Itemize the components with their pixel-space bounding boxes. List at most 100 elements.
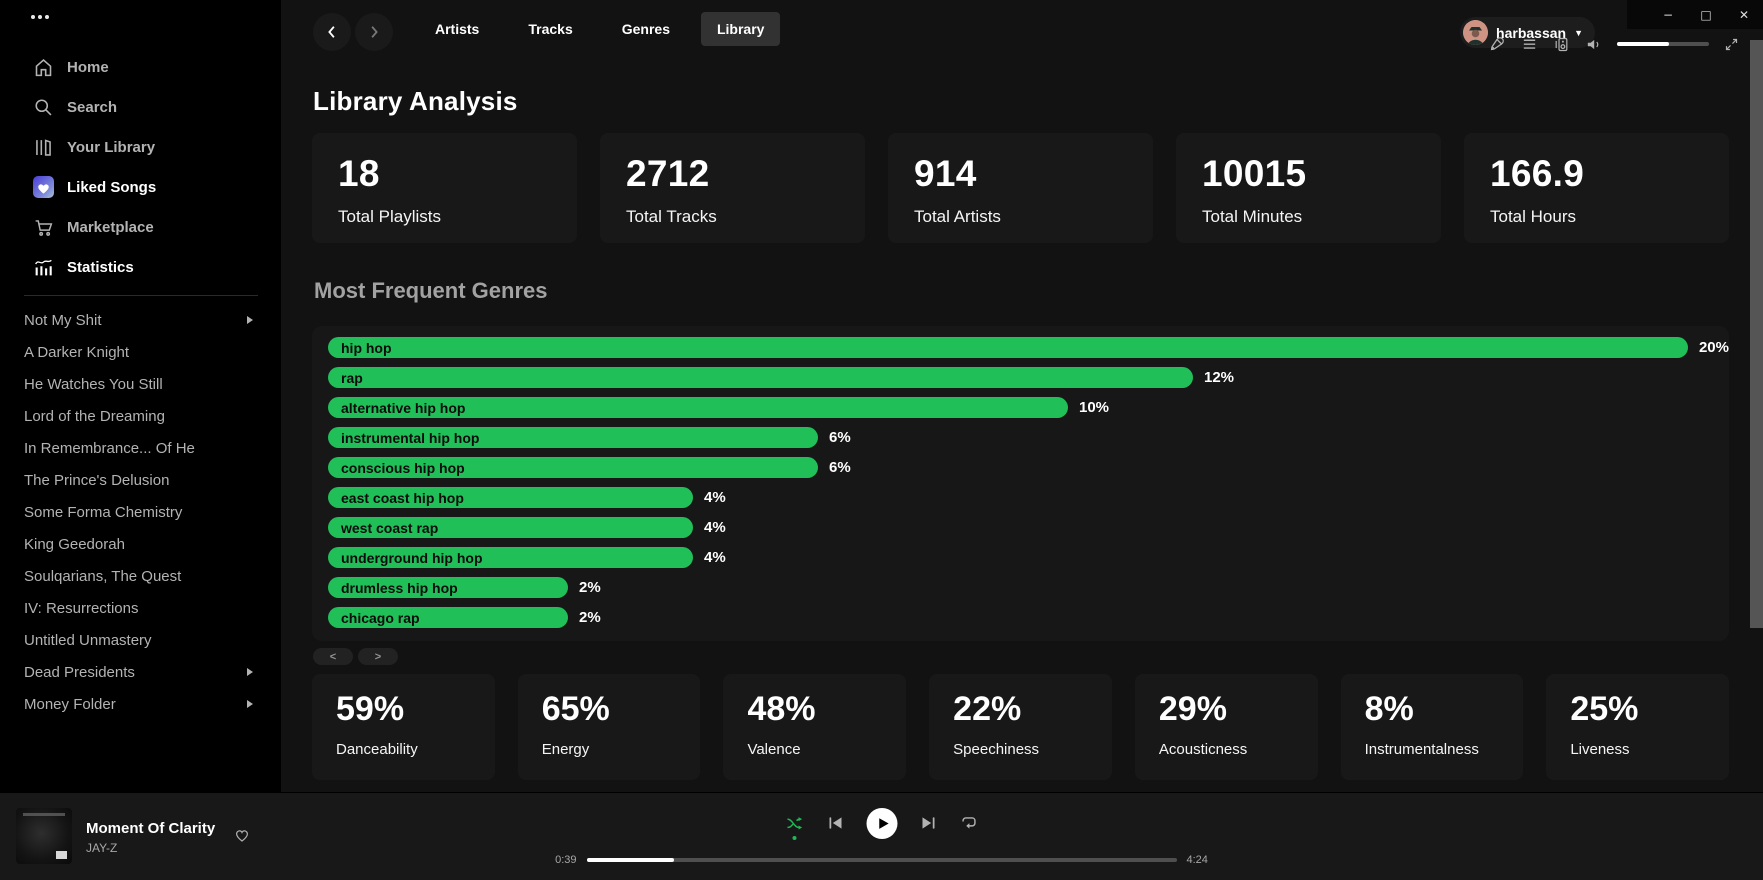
forward-button[interactable] — [355, 13, 393, 51]
user-menu[interactable]: harbassan ▼ — [1460, 17, 1595, 48]
genre-bar-label: instrumental hip hop — [341, 429, 480, 446]
heart-icon — [236, 830, 248, 842]
like-track-button[interactable] — [233, 826, 251, 844]
now-playing-title[interactable]: Moment Of Clarity — [86, 820, 216, 837]
search-icon — [33, 97, 54, 118]
seek-row: 0:39 4:24 — [543, 854, 1221, 866]
playlist-label: Untitled Unmastery — [24, 631, 152, 649]
sidebar-playlist-item[interactable]: King Geedorah — [0, 528, 281, 560]
stat-label: Total Playlists — [338, 207, 441, 226]
sidebar-item-statistics[interactable]: Statistics — [0, 247, 281, 287]
genre-bar-label: chicago rap — [341, 609, 420, 626]
seek-bar[interactable] — [586, 858, 1177, 862]
mute-button[interactable] — [1585, 36, 1602, 53]
shuffle-button[interactable] — [785, 814, 804, 833]
maximize-button[interactable]: □ — [1700, 7, 1712, 22]
genre-bar: hip hop — [328, 337, 1688, 358]
playlist-label: Money Folder — [24, 695, 116, 713]
sidebar-item-liked-songs[interactable]: Liked Songs — [0, 167, 281, 207]
genres-pagination: < > — [313, 648, 398, 665]
genre-bar-label: rap — [341, 369, 363, 386]
sidebar-playlist-item[interactable]: Lord of the Dreaming — [0, 400, 281, 432]
playlist-label: Soulqarians, The Quest — [24, 567, 182, 585]
sidebar-playlist-item[interactable]: The Prince's Delusion — [0, 464, 281, 496]
feature-value: 48% — [747, 690, 816, 728]
fullscreen-button[interactable] — [1724, 37, 1739, 52]
sidebar-nav: Home Search Your Library Liked Songs — [0, 47, 281, 287]
close-button[interactable]: ✕ — [1738, 7, 1750, 22]
scrollbar[interactable] — [1750, 0, 1763, 792]
feature-label: Liveness — [1570, 741, 1630, 758]
chevron-left-icon — [328, 26, 335, 38]
user-name: harbassan — [1496, 24, 1567, 41]
volume-slider[interactable] — [1617, 42, 1709, 46]
sidebar-playlist-item[interactable]: Some Forma Chemistry — [0, 496, 281, 528]
back-button[interactable] — [313, 13, 351, 51]
previous-track-icon — [829, 817, 841, 829]
connect-device-button[interactable] — [1553, 36, 1570, 53]
genre-bar-value: 4% — [704, 549, 726, 566]
genre-bar-value: 2% — [579, 579, 601, 596]
home-icon — [33, 57, 54, 78]
feature-label: Acousticness — [1158, 741, 1248, 758]
next-button[interactable] — [920, 815, 936, 831]
stat-value: 2712 — [626, 153, 710, 194]
playlist-label: The Prince's Delusion — [24, 471, 170, 489]
minimize-button[interactable]: − — [1662, 7, 1674, 22]
tab-library-active[interactable]: Library — [700, 11, 781, 46]
sidebar-item-home[interactable]: Home — [0, 47, 281, 87]
feature-card: 22% Speechiness — [929, 674, 1112, 780]
now-playing-artist[interactable]: JAY-Z — [86, 841, 118, 855]
genre-bar-row: alternative hip hop 10% — [328, 397, 1729, 418]
previous-button[interactable] — [827, 815, 843, 831]
pagination-prev-button[interactable]: < — [313, 648, 353, 665]
sidebar-playlist-item[interactable]: In Remembrance... Of He — [0, 432, 281, 464]
sidebar-playlist-item[interactable]: A Darker Knight — [0, 336, 281, 368]
main-header: Artists Tracks Genres Library harbassan … — [281, 0, 1763, 57]
playlist-label: IV: Resurrections — [24, 599, 139, 617]
sidebar-playlist-item[interactable]: Not My Shit — [0, 304, 281, 336]
pagination-next-button[interactable]: > — [358, 648, 398, 665]
volume-icon — [1587, 39, 1599, 49]
avatar — [1463, 20, 1489, 45]
tab-genres[interactable]: Genres — [621, 20, 670, 37]
genre-bar-label: underground hip hop — [341, 549, 483, 566]
genre-bar: chicago rap — [328, 607, 568, 628]
sidebar-playlist-item[interactable]: IV: Resurrections — [0, 592, 281, 624]
sidebar-playlist-item[interactable]: Money Folder — [0, 688, 281, 720]
tab-artists[interactable]: Artists — [435, 20, 480, 37]
queue-button[interactable] — [1521, 36, 1538, 53]
sidebar-item-label: Your Library — [67, 138, 156, 156]
cart-icon — [33, 217, 54, 238]
repeat-button[interactable] — [959, 814, 978, 833]
player-bar: Moment Of Clarity JAY-Z — [0, 792, 1763, 880]
genre-bar: east coast hip hop — [328, 487, 693, 508]
playlist-label: In Remembrance... Of He — [24, 439, 195, 457]
device-speaker-icon — [1555, 37, 1568, 51]
ellipsis-menu-icon[interactable] — [31, 15, 49, 19]
feature-card: 65% Energy — [517, 674, 701, 780]
lyrics-button[interactable] — [1488, 35, 1506, 53]
album-art — [16, 808, 72, 864]
sidebar-playlist-item[interactable]: He Watches You Still — [0, 368, 281, 400]
genre-bar-value: 20% — [1698, 339, 1729, 356]
feature-value: 25% — [1570, 690, 1639, 728]
sidebar-playlist-item[interactable]: Untitled Unmastery — [0, 624, 281, 656]
sidebar-playlist-item[interactable]: Dead Presidents — [0, 656, 281, 688]
liked-songs-icon — [33, 176, 54, 198]
stat-label: Total Tracks — [626, 207, 717, 226]
sidebar-item-search[interactable]: Search — [0, 87, 281, 127]
sidebar-playlist-item[interactable]: Soulqarians, The Quest — [0, 560, 281, 592]
genre-bar: drumless hip hop — [328, 577, 568, 598]
genre-bar-value: 10% — [1079, 399, 1110, 416]
sidebar-item-marketplace[interactable]: Marketplace — [0, 207, 281, 247]
scrollbar-thumb[interactable] — [1750, 40, 1763, 628]
window-controls: − □ ✕ — [1627, 0, 1763, 29]
stat-card: 166.9 Total Hours — [1464, 133, 1729, 243]
next-track-icon — [922, 817, 934, 829]
playlist-label: He Watches You Still — [24, 375, 163, 393]
playlist-label: King Geedorah — [24, 535, 125, 553]
sidebar-item-your-library[interactable]: Your Library — [0, 127, 281, 167]
tab-tracks[interactable]: Tracks — [528, 20, 573, 37]
play-button[interactable] — [866, 807, 897, 839]
